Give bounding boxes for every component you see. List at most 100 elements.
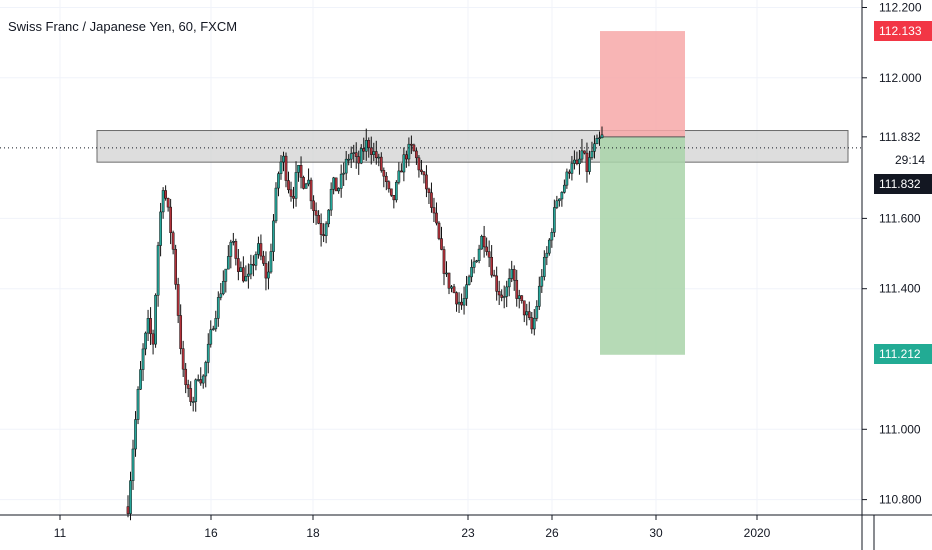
candle-body — [275, 188, 277, 221]
candle-body — [222, 281, 224, 294]
candle-body — [338, 188, 340, 191]
candle-body — [418, 158, 420, 170]
candle-body — [395, 182, 397, 200]
candle-body — [312, 201, 314, 211]
candle-body — [335, 178, 337, 191]
candle-body — [601, 135, 603, 138]
candle-body — [165, 190, 167, 198]
candle-body — [583, 151, 585, 153]
candle-body — [177, 284, 179, 315]
candle-body — [272, 221, 274, 252]
candle-body — [415, 151, 417, 158]
candle-body — [568, 172, 570, 173]
candle-body — [423, 172, 425, 175]
y-tick-label: 111.600 — [879, 211, 921, 225]
candle-body — [129, 481, 131, 514]
candle-body — [320, 223, 322, 234]
candle-body — [548, 240, 550, 253]
candle-body — [340, 174, 342, 188]
candle-body — [227, 256, 229, 269]
candle-body — [506, 287, 508, 297]
candle-body — [375, 152, 377, 158]
candle-body — [285, 156, 287, 180]
x-axis-ticks: 11 16 18 23 26 30 2020 — [54, 515, 771, 540]
candle-body — [305, 184, 307, 189]
x-tick-label: 11 — [54, 526, 67, 540]
candle-body — [202, 376, 204, 383]
price-tag-label: 111.212 — [879, 347, 921, 361]
candle-body — [180, 315, 182, 348]
candle-body — [350, 154, 352, 160]
candle-body — [400, 171, 402, 172]
candle-body — [232, 241, 234, 242]
candle-body — [478, 249, 480, 261]
candle-body — [491, 257, 493, 275]
candle-body — [430, 193, 432, 208]
candle-body — [345, 159, 347, 173]
resistance-zone — [97, 131, 848, 163]
x-tick-label: 18 — [306, 526, 320, 540]
candle-body — [561, 192, 563, 199]
candle-body — [225, 269, 227, 281]
candle-body — [149, 318, 151, 333]
candle-body — [486, 247, 488, 252]
candle-body — [433, 208, 435, 213]
candle-body — [501, 295, 503, 298]
y-tick-label: 112.000 — [879, 71, 922, 85]
candle-body — [378, 157, 380, 158]
candle-body — [508, 279, 510, 287]
candle-body — [460, 302, 462, 305]
candle-body — [230, 242, 232, 256]
candle-body — [157, 246, 159, 296]
candle-body — [257, 243, 259, 254]
candle-body — [207, 344, 209, 362]
candle-body — [453, 287, 455, 293]
candle-body — [358, 157, 360, 164]
candle-body — [473, 262, 475, 267]
candle-body — [596, 138, 598, 143]
x-tick-label: 16 — [204, 526, 218, 540]
candle-body — [242, 268, 244, 281]
candle-body — [287, 181, 289, 190]
candle-body — [172, 233, 174, 250]
candle-body — [142, 349, 144, 370]
candle-body — [388, 182, 390, 189]
candle-body — [556, 201, 558, 208]
candle-body — [511, 269, 513, 278]
candle-body — [127, 507, 129, 514]
candle-body — [237, 258, 239, 271]
candle-body — [588, 157, 590, 171]
candle-body — [265, 263, 267, 278]
candle-body — [571, 163, 573, 173]
stop-loss-zone — [600, 31, 685, 137]
price-tag-label: 112.133 — [879, 24, 922, 38]
candle-body — [455, 293, 457, 304]
candle-body — [428, 189, 430, 193]
candle-body — [543, 257, 545, 276]
candle-body — [200, 380, 202, 384]
candle-body — [380, 157, 382, 170]
countdown-label: 29:14 — [895, 153, 925, 167]
candle-body — [147, 318, 149, 333]
y-tick-label: 111.400 — [879, 282, 921, 296]
candle-body — [581, 151, 583, 159]
candle-body — [132, 449, 134, 481]
candle-body — [463, 298, 465, 305]
candle-body — [282, 156, 284, 162]
candle-body — [448, 273, 450, 288]
candle-body — [267, 272, 269, 278]
candle-body — [383, 170, 385, 176]
candle-body — [526, 312, 528, 315]
candle-body — [325, 224, 327, 236]
horizontal-gridlines — [0, 8, 862, 500]
candle-body — [197, 380, 199, 381]
candle-body — [170, 207, 172, 233]
candle-body — [290, 190, 292, 197]
candle-body — [470, 267, 472, 277]
candle-body — [365, 140, 367, 151]
candle-body — [260, 243, 262, 256]
candle-body — [255, 254, 257, 265]
candle-body — [528, 312, 530, 318]
candles-group — [127, 126, 603, 520]
candle-body — [300, 165, 302, 177]
